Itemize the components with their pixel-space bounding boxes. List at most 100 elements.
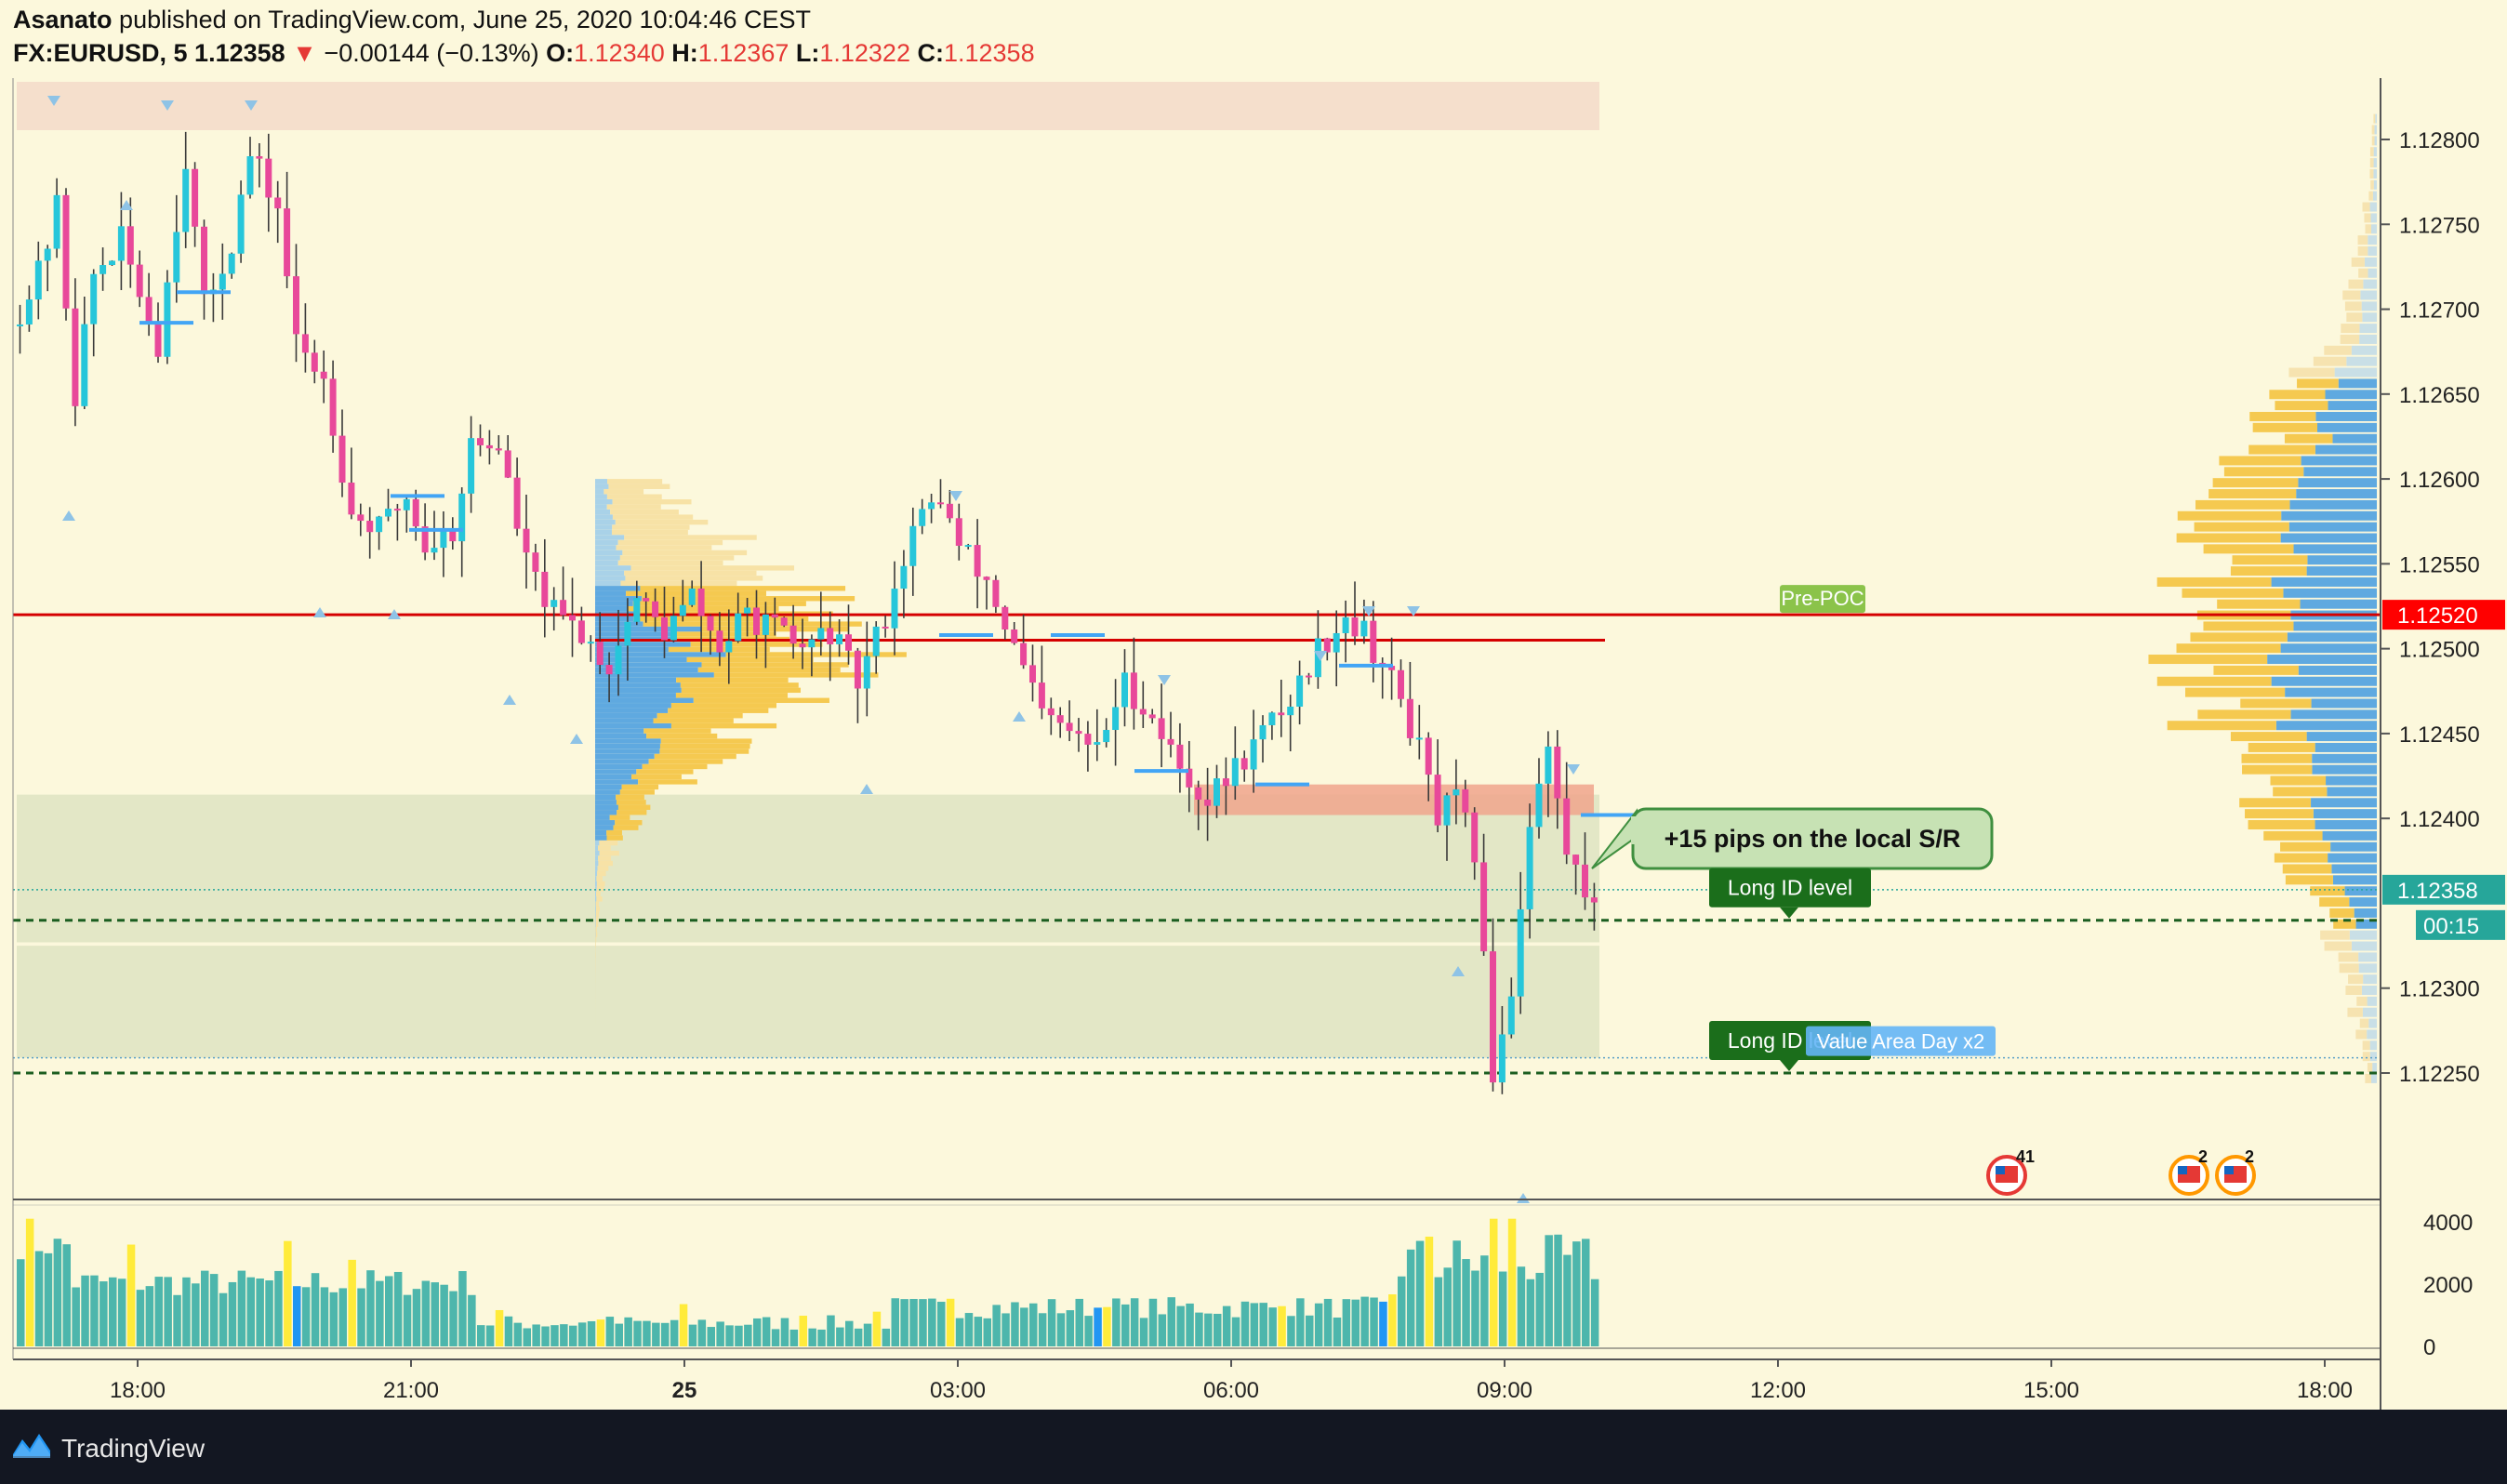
price-change: −0.00144 (−0.13%) <box>324 39 539 67</box>
volume-bar <box>550 1325 559 1346</box>
candle <box>928 493 935 523</box>
profile-row <box>2375 113 2377 124</box>
candle-body <box>1351 616 1359 637</box>
volume-bar <box>284 1240 292 1346</box>
candle-body <box>661 616 668 641</box>
profile-row <box>2315 444 2377 455</box>
annotations[interactable]: Pre-POC +15 pips on the local S/R Long ID … <box>1591 585 2256 1196</box>
profile-row <box>595 860 599 867</box>
volume-bar <box>1222 1305 1231 1346</box>
volume-bar <box>219 1292 228 1346</box>
profile-row <box>2311 798 2377 808</box>
profile-row <box>2328 853 2377 863</box>
candle-body <box>72 308 79 406</box>
brand-name[interactable]: TradingView <box>61 1434 206 1463</box>
profile-row <box>2363 974 2377 985</box>
profile-row <box>2217 599 2301 609</box>
profile-row <box>2358 268 2368 278</box>
volume-tick-label: 4000 <box>2423 1211 2473 1236</box>
author-name[interactable]: Asanato <box>13 6 113 33</box>
footer-bar: TradingView <box>0 1410 2507 1484</box>
profile-row <box>660 738 752 744</box>
candle-body <box>504 450 511 478</box>
candle-body <box>845 634 852 651</box>
profile-row <box>595 911 596 917</box>
candle-body <box>1287 706 1294 716</box>
candle <box>1103 718 1110 748</box>
candle-body <box>403 498 410 510</box>
candle <box>1214 764 1220 818</box>
candle-body <box>863 656 870 689</box>
profile-row <box>2297 378 2339 389</box>
price-chart[interactable]: 1.12800 1.12750 1.12700 1.12650 1.12600 1.125… <box>0 0 2507 1410</box>
volume-bar <box>1471 1270 1479 1346</box>
volume-bar <box>909 1298 918 1346</box>
candles[interactable] <box>17 131 1598 1094</box>
volume-bar <box>605 1317 615 1346</box>
candle-body <box>182 168 190 232</box>
down-marker <box>245 100 258 111</box>
volume-bar <box>1443 1267 1452 1346</box>
candle <box>1020 615 1028 669</box>
profile-row <box>595 504 607 510</box>
profile-row <box>2368 246 2377 257</box>
candle <box>1498 1006 1506 1094</box>
candle-body <box>246 156 254 195</box>
volume-bar <box>1001 1313 1010 1346</box>
symbol-name[interactable]: FX:EURUSD, 5 <box>13 39 188 67</box>
pre-poc-label-box <box>1780 585 1865 614</box>
volume-tick-label: 2000 <box>2423 1273 2473 1298</box>
volume-bar <box>126 1244 136 1346</box>
profile-row <box>2156 576 2272 587</box>
profile-row <box>598 860 613 867</box>
profile-row <box>595 850 600 856</box>
up-marker <box>313 607 326 617</box>
candle <box>403 496 410 533</box>
candle <box>25 285 33 332</box>
candle <box>1047 697 1055 735</box>
candle <box>1462 779 1469 828</box>
volume-bar <box>504 1316 513 1346</box>
profile-row <box>2362 1007 2377 1017</box>
volume-bar <box>633 1320 642 1346</box>
profile-row <box>595 835 607 841</box>
profile-row <box>619 789 655 795</box>
profile-row <box>2351 257 2365 267</box>
candle <box>697 561 705 653</box>
candle-body <box>1572 855 1580 865</box>
candle <box>827 611 834 682</box>
profile-row <box>595 911 600 917</box>
price-tick-label: 1.12650 <box>2399 383 2480 408</box>
candle <box>1222 757 1229 815</box>
candle <box>652 588 659 632</box>
candle-body <box>1545 746 1552 784</box>
candle-body <box>679 604 686 616</box>
candle-body <box>836 634 843 644</box>
candle-body <box>688 588 696 605</box>
profile-row <box>2371 125 2375 135</box>
profile-row <box>2367 1063 2373 1073</box>
volume-bar <box>827 1315 835 1346</box>
candle <box>1094 709 1101 762</box>
profile-row <box>2293 544 2377 554</box>
profile-row <box>2176 643 2281 654</box>
candle-body <box>192 168 199 227</box>
profile-row <box>2209 489 2297 499</box>
candle <box>735 592 742 643</box>
candle-body <box>1333 632 1340 653</box>
profile-row <box>2148 655 2268 665</box>
volume-bar <box>293 1286 301 1346</box>
profile-row <box>595 616 634 622</box>
candle-body <box>974 545 981 577</box>
tradingview-logo-icon[interactable] <box>11 1430 52 1460</box>
up-marker <box>860 784 873 794</box>
profile-row <box>2182 588 2284 598</box>
candle <box>983 576 990 610</box>
profile-row <box>2338 952 2359 962</box>
profile-row <box>2315 820 2377 830</box>
profile-row <box>643 728 711 734</box>
candle <box>1278 679 1285 737</box>
candle <box>338 409 346 497</box>
profile-row <box>595 479 607 484</box>
profile-row <box>595 590 627 596</box>
